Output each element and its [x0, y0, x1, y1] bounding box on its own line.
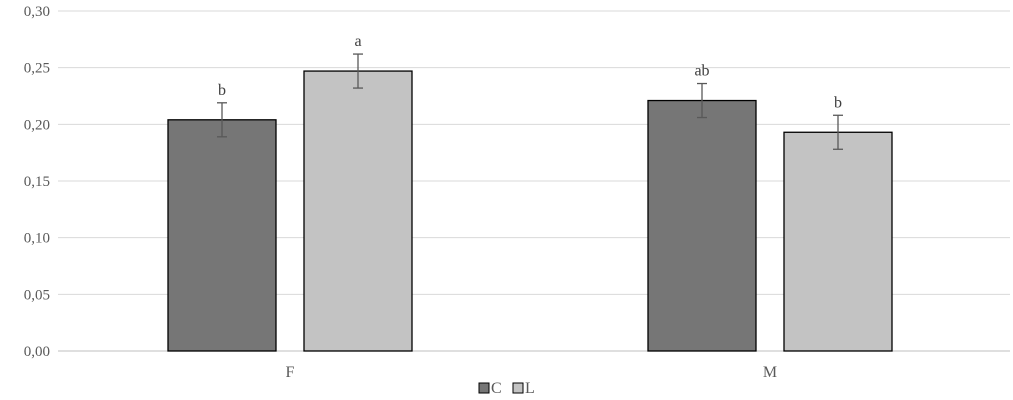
y-tick-label: 0,25: [24, 61, 50, 77]
y-tick-label: 0,00: [24, 344, 50, 360]
data-label-L-F: a: [354, 33, 361, 50]
y-tick-label: 0,10: [24, 231, 50, 247]
bar-L-M: [783, 131, 893, 352]
legend-swatch-C: [478, 382, 490, 394]
category-label-F: F: [286, 364, 295, 381]
data-labels: b a ab b: [218, 33, 842, 111]
bar-C-M: [647, 99, 757, 352]
y-tick-label: 0,05: [24, 287, 50, 303]
data-label-L-M: b: [834, 94, 842, 111]
legend-label-L: L: [525, 380, 535, 397]
bar-C-F: [167, 119, 277, 352]
legend-swatch-L: [512, 382, 524, 394]
data-label-C-F: b: [218, 82, 226, 99]
error-bars: [217, 53, 843, 150]
y-axis: 0,00 0,05 0,10 0,15 0,20 0,25 0,30: [24, 4, 50, 360]
bar-L-F: [303, 70, 413, 352]
category-label-M: M: [763, 364, 777, 381]
bars: [167, 70, 893, 352]
y-tick-label: 0,30: [24, 4, 50, 20]
data-label-C-M: ab: [694, 63, 709, 80]
y-tick-label: 0,15: [24, 174, 50, 190]
y-tick-label: 0,20: [24, 117, 50, 133]
legend-label-C: C: [491, 380, 502, 397]
